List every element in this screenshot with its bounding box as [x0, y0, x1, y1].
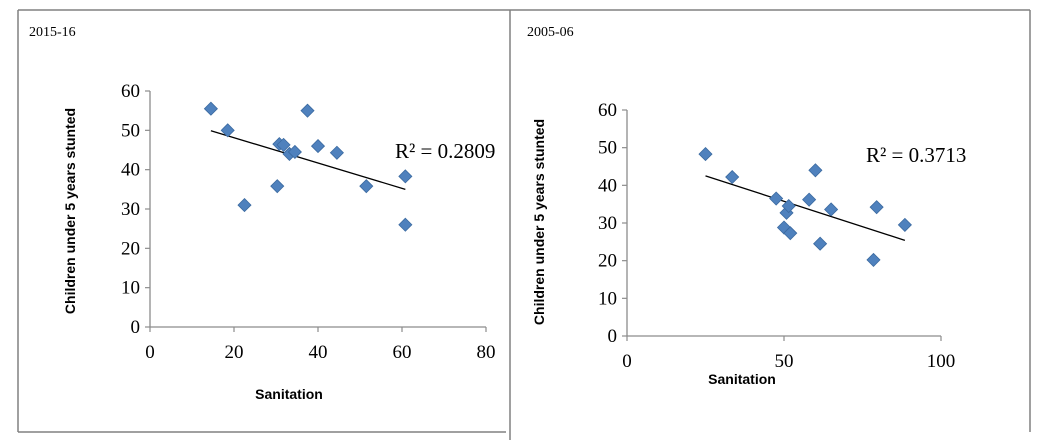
y-tick-label: 40: [598, 175, 617, 196]
y-tick-label: 40: [121, 160, 140, 181]
data-point: [808, 163, 823, 178]
chart-2015-16: 2015-16 0 10 20 30 40 50 60 0 20 40 60 80 Sanitatio…: [29, 25, 496, 402]
x-tick-label: 0: [622, 351, 632, 372]
x-tick-label: 50: [775, 351, 794, 372]
x-tick-label: 100: [927, 351, 956, 372]
data-point: [276, 137, 291, 152]
data-point: [398, 217, 413, 232]
plot-area: 0 10 20 30 40 50 60 0 50 100: [598, 100, 955, 372]
panel-title: 2015-16: [29, 25, 76, 40]
chart-2005-06: 2005-06 0 10 20 30 40 50 60 0 50 100 Sanitation C…: [527, 25, 966, 387]
data-point: [329, 145, 344, 160]
x-tick-label: 40: [309, 342, 328, 363]
data-point: [725, 169, 740, 185]
data-point: [270, 179, 285, 194]
x-tick-label: 60: [393, 342, 412, 363]
data-point: [769, 191, 784, 206]
y-tick-label: 50: [598, 138, 617, 159]
y-axis-title: Children under 5 years stunted: [62, 108, 78, 314]
y-tick-label: 0: [131, 317, 141, 338]
data-point: [802, 192, 817, 207]
y-tick-label: 10: [598, 288, 617, 309]
y-tick-label: 10: [121, 278, 140, 299]
data-point: [869, 200, 884, 215]
data-point: [897, 217, 912, 232]
y-tick-label: 50: [121, 120, 140, 141]
data-point: [300, 103, 315, 118]
data-point: [220, 123, 235, 138]
panel-frames: [17, 9, 1031, 440]
data-point: [866, 252, 881, 267]
y-tick-label: 20: [598, 251, 617, 272]
y-tick-label: 20: [121, 238, 140, 259]
y-tick-label: 0: [608, 326, 618, 347]
r-squared-label: R² = 0.3713: [866, 143, 966, 167]
y-tick-label: 30: [121, 199, 140, 220]
trendline: [705, 175, 906, 241]
data-point: [781, 198, 796, 214]
r-squared-label: R² = 0.2809: [395, 139, 495, 163]
y-tick-label: 60: [598, 100, 617, 121]
data-point: [783, 226, 798, 241]
y-tick-label: 60: [121, 81, 140, 102]
data-point: [813, 236, 828, 251]
x-tick-label: 0: [145, 342, 155, 363]
data-point: [359, 179, 374, 194]
x-tick-label: 80: [477, 342, 496, 363]
x-axis-title: Sanitation: [255, 386, 323, 402]
plot-area: 0 10 20 30 40 50 60 0 20 40 60 80: [121, 81, 496, 363]
data-point: [237, 198, 252, 213]
panel-title: 2005-06: [527, 25, 574, 40]
data-point: [203, 101, 218, 116]
data-point: [398, 169, 413, 184]
data-point: [824, 202, 839, 217]
data-point: [698, 147, 713, 162]
x-tick-label: 20: [225, 342, 244, 363]
data-point: [310, 139, 326, 154]
x-axis-title: Sanitation: [708, 371, 776, 387]
data-point: [287, 144, 302, 160]
y-tick-label: 30: [598, 213, 617, 234]
y-axis-title: Children under 5 years stunted: [531, 119, 547, 325]
trendline: [210, 130, 406, 190]
